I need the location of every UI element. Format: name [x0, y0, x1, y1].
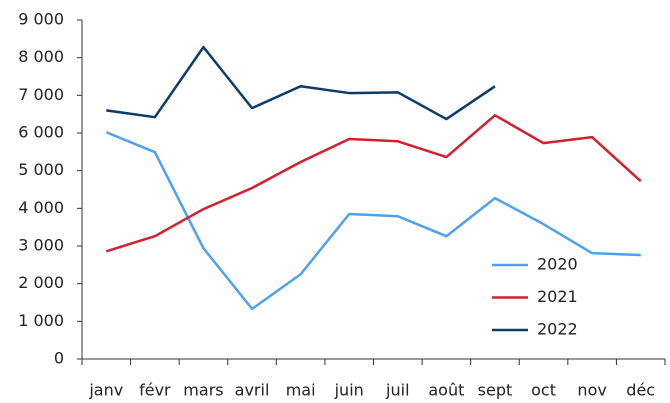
y-tick-label: 3 000 [18, 236, 64, 255]
x-tick-label: juil [385, 381, 409, 400]
legend-label: 2022 [537, 320, 578, 339]
x-tick-label: déc [626, 381, 655, 400]
x-tick-label: nov [577, 381, 606, 400]
y-tick-label: 5 000 [18, 160, 64, 179]
x-tick-label: févr [139, 381, 171, 400]
y-tick-label: 6 000 [18, 123, 64, 142]
y-tick-label: 8 000 [18, 47, 64, 66]
x-tick-label: juin [334, 381, 364, 400]
x-tick-label: mai [286, 381, 316, 400]
y-tick-label: 1 000 [18, 311, 64, 330]
y-tick-label: 4 000 [18, 198, 64, 217]
x-tick-label: août [428, 381, 464, 400]
x-tick-label: sept [478, 381, 513, 400]
x-tick-label: janv [88, 381, 123, 400]
series-line [106, 45, 496, 121]
y-tick-label: 0 [54, 349, 64, 368]
x-tick-label: oct [531, 381, 556, 400]
x-tick-label: mars [183, 381, 223, 400]
legend-label: 2021 [537, 287, 578, 306]
y-tick-label: 2 000 [18, 273, 64, 292]
x-tick-label: avril [235, 381, 270, 400]
series-line [105, 131, 641, 311]
y-tick-label: 7 000 [18, 85, 64, 104]
legend-label: 2020 [537, 255, 578, 274]
y-tick-label: 9 000 [18, 10, 64, 29]
series-line [105, 114, 642, 253]
